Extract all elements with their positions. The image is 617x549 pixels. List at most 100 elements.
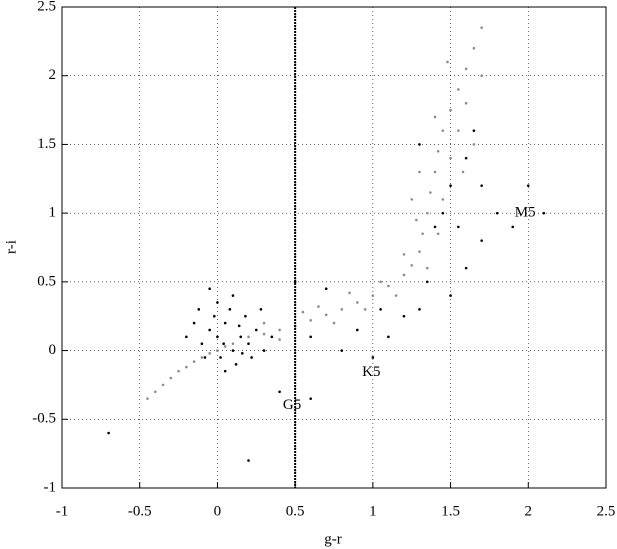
point (185, 335, 188, 339)
point (418, 143, 421, 146)
point (213, 314, 216, 318)
point (461, 170, 465, 174)
point (153, 390, 157, 394)
point (472, 46, 476, 50)
point (223, 345, 227, 348)
point (278, 338, 281, 341)
point (394, 294, 398, 297)
point (309, 335, 312, 339)
x-axis-label: g-r (324, 531, 342, 547)
point (348, 291, 351, 295)
point (371, 356, 375, 359)
plot-frame (61, 6, 607, 489)
point (464, 67, 468, 71)
point (542, 211, 546, 215)
annotation: G5 (283, 397, 301, 413)
annotation: K5 (362, 364, 380, 380)
point (240, 352, 244, 355)
point (192, 360, 196, 363)
point (441, 129, 445, 132)
point (425, 280, 429, 284)
point (192, 321, 196, 325)
point (480, 74, 483, 78)
point (464, 101, 468, 105)
point (244, 314, 247, 318)
point (185, 365, 188, 369)
point (247, 335, 250, 339)
point (234, 363, 238, 366)
point (457, 88, 460, 91)
point (429, 191, 432, 194)
y-tick-label: 2.5 (37, 0, 56, 14)
point (332, 321, 336, 325)
point (495, 211, 499, 215)
point (464, 156, 468, 160)
y-tick-label: -1 (44, 479, 57, 495)
point (324, 313, 328, 317)
point (278, 390, 281, 394)
point (270, 335, 274, 339)
point (449, 294, 452, 297)
point (436, 150, 440, 153)
point (402, 314, 406, 318)
y-axis-label: r-i (3, 240, 19, 254)
y-tick-label: 0 (49, 342, 57, 358)
point (222, 342, 225, 346)
point (418, 308, 421, 311)
y-tick-label: 0.5 (37, 273, 56, 289)
point (216, 349, 219, 352)
point (464, 266, 468, 270)
point (216, 335, 219, 339)
x-tick-label: 2.5 (597, 503, 616, 519)
point (410, 264, 414, 267)
point (379, 280, 382, 284)
point (223, 369, 227, 373)
point (402, 253, 406, 256)
annotation: M5 (515, 205, 536, 221)
point (433, 225, 437, 229)
point (262, 349, 266, 352)
point (421, 232, 424, 236)
point (433, 115, 437, 119)
point (433, 170, 437, 174)
point (250, 356, 253, 359)
point (231, 342, 235, 346)
point (449, 156, 452, 160)
point (216, 301, 219, 304)
point (457, 129, 460, 132)
x-tick-label: 1.5 (441, 503, 460, 519)
x-tick-label: -1 (56, 503, 69, 519)
point (425, 266, 429, 270)
point (415, 218, 418, 222)
point (379, 308, 382, 311)
point (418, 170, 421, 174)
x-tick-label: 0 (214, 503, 222, 519)
point (436, 232, 440, 236)
point (200, 342, 204, 346)
y-tick-label: 1.5 (37, 136, 56, 152)
point (262, 321, 266, 325)
point (363, 308, 367, 311)
point (371, 294, 375, 297)
x-tick-label: 1 (369, 503, 377, 519)
point (231, 294, 235, 297)
point (262, 332, 266, 336)
point (356, 328, 359, 332)
point (317, 305, 320, 308)
point (107, 431, 110, 435)
point (387, 335, 390, 339)
point (146, 397, 149, 400)
point (480, 26, 483, 29)
point (324, 287, 328, 291)
x-tick-label: 0.5 (286, 503, 305, 519)
point (449, 108, 452, 112)
point (239, 335, 243, 339)
point (208, 287, 211, 291)
point (278, 328, 281, 332)
point (340, 308, 344, 311)
point (301, 310, 305, 314)
point (418, 250, 421, 253)
point (402, 273, 406, 277)
